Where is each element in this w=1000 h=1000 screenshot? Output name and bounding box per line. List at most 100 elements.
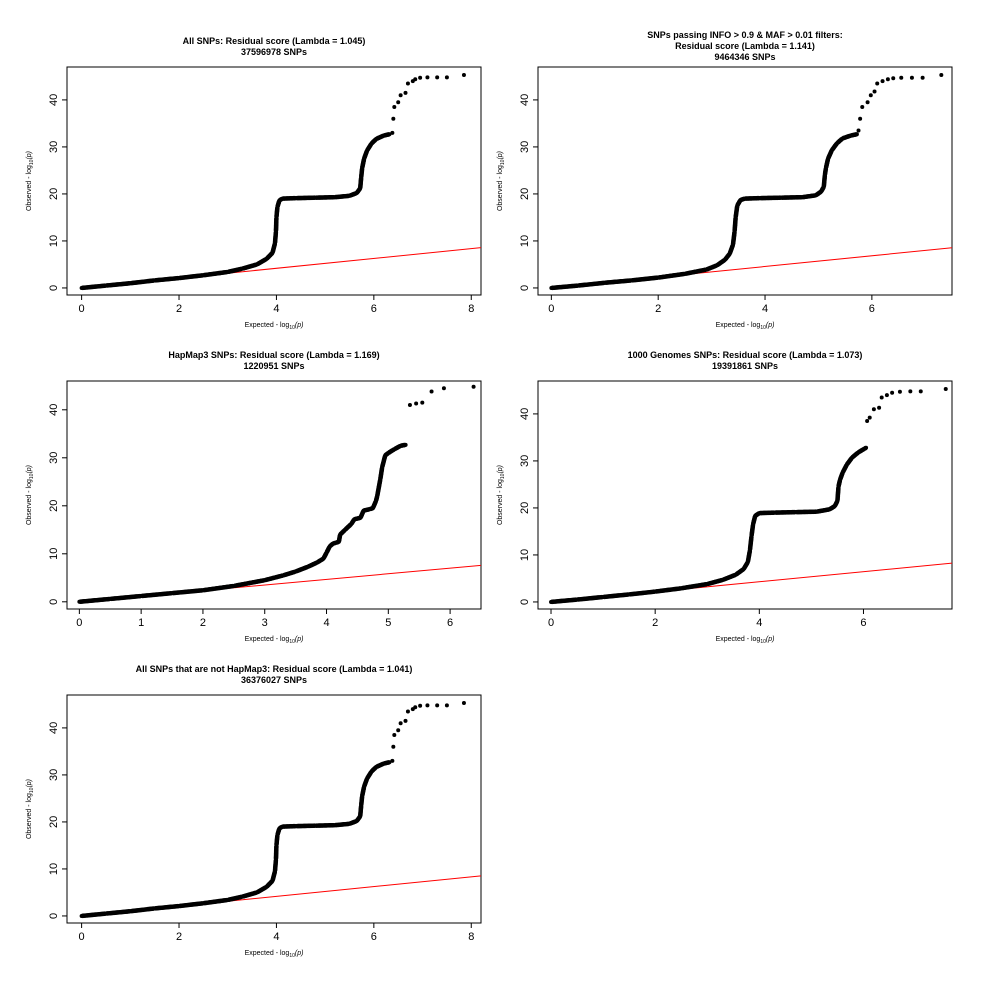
x-tick-label: 4 [273, 931, 279, 943]
plot-area-frame [66, 66, 482, 296]
x-tick-label: 0 [76, 617, 82, 629]
chart-subtitle: Residual score (Lambda = 1.141) [675, 41, 815, 51]
data-point [391, 116, 396, 121]
x-tick-label: 2 [200, 617, 206, 629]
data-point [471, 384, 476, 389]
y-tick-label: 30 [519, 141, 531, 153]
qq-plot-panel-3: HapMap3 SNPs: Residual score (Lambda = 1… [26, 350, 482, 645]
y-tick-label: 20 [48, 816, 60, 828]
chart-title: All SNPs: Residual score (Lambda = 1.045… [183, 36, 366, 46]
data-point [413, 705, 418, 710]
x-tick-label: 4 [756, 617, 762, 629]
x-tick-label: 4 [762, 303, 768, 315]
observed-points [79, 72, 466, 291]
data-point [864, 445, 869, 450]
data-point [390, 758, 395, 763]
data-point [860, 104, 865, 109]
y-axis-label: Observed - log10(p) [26, 465, 35, 525]
data-point [891, 76, 896, 81]
data-point [392, 732, 397, 737]
x-tick-label: 6 [371, 931, 377, 943]
data-point [444, 703, 449, 708]
data-point [435, 703, 440, 708]
data-point [918, 389, 923, 394]
data-point [441, 386, 446, 391]
y-tick-label: 30 [48, 769, 60, 781]
data-point [877, 405, 882, 410]
data-point [908, 389, 913, 394]
data-point [872, 89, 877, 94]
data-point [414, 401, 419, 406]
qq-plot-panel-4: 1000 Genomes SNPs: Residual score (Lambd… [497, 350, 953, 645]
y-tick-label: 40 [519, 94, 531, 106]
chart-subtitle: 9464346 SNPs [714, 52, 775, 62]
data-point [858, 116, 863, 121]
qq-plot-panel-5: All SNPs that are not HapMap3: Residual … [26, 664, 482, 959]
plot-area-frame [66, 380, 482, 610]
chart-subtitle: 19391861 SNPs [712, 361, 778, 371]
y-tick-label: 10 [48, 863, 60, 875]
data-point [403, 718, 408, 723]
plot-area-frame [537, 380, 953, 610]
chart-subtitle: 36376027 SNPs [241, 675, 307, 685]
data-point [856, 128, 861, 133]
observed-points [79, 700, 466, 919]
data-point [461, 72, 466, 77]
data-point [391, 744, 396, 749]
y-axis-label: Observed - log10(p) [26, 151, 35, 211]
data-point [879, 395, 884, 400]
chart-title: All SNPs that are not HapMap3: Residual … [136, 664, 413, 674]
data-point [899, 75, 904, 80]
data-point [396, 728, 401, 733]
chart-title: SNPs passing INFO > 0.9 & MAF > 0.01 fil… [647, 30, 843, 40]
y-tick-label: 40 [48, 404, 60, 416]
x-tick-label: 8 [468, 931, 474, 943]
x-tick-label: 0 [79, 303, 85, 315]
x-tick-label: 2 [176, 303, 182, 315]
data-point [939, 72, 944, 77]
data-point [398, 721, 403, 726]
data-point [865, 418, 870, 423]
data-point [875, 81, 880, 86]
data-point [403, 442, 408, 447]
x-tick-label: 6 [869, 303, 875, 315]
y-tick-label: 0 [48, 913, 60, 919]
x-tick-label: 5 [385, 617, 391, 629]
chart-subtitle: 37596978 SNPs [241, 47, 307, 57]
y-tick-label: 10 [48, 548, 60, 560]
y-tick-label: 20 [48, 188, 60, 200]
x-tick-label: 4 [273, 303, 279, 315]
data-point [943, 386, 948, 391]
data-point [444, 75, 449, 80]
data-point [920, 75, 925, 80]
y-tick-label: 30 [519, 455, 531, 467]
y-tick-label: 0 [519, 599, 531, 605]
x-tick-label: 2 [652, 617, 658, 629]
y-tick-label: 20 [48, 500, 60, 512]
data-point [425, 703, 430, 708]
y-tick-label: 10 [48, 235, 60, 247]
y-tick-label: 30 [48, 452, 60, 464]
data-point [405, 709, 410, 714]
x-tick-label: 6 [447, 617, 453, 629]
data-point [880, 79, 885, 84]
y-tick-label: 40 [48, 94, 60, 106]
y-tick-label: 20 [519, 188, 531, 200]
plot-area-frame [537, 66, 953, 296]
data-point [868, 93, 873, 98]
y-axis-label: Observed - log10(p) [497, 151, 506, 211]
data-point [405, 81, 410, 86]
y-tick-label: 40 [48, 722, 60, 734]
data-point [435, 75, 440, 80]
x-axis-label: Expected - log10(p) [245, 322, 304, 331]
x-tick-label: 1 [138, 617, 144, 629]
x-tick-label: 4 [323, 617, 329, 629]
x-axis-label: Expected - log10(p) [716, 636, 775, 645]
y-tick-label: 10 [519, 549, 531, 561]
x-axis-label: Expected - log10(p) [245, 636, 304, 645]
data-point [390, 130, 395, 135]
data-point [871, 407, 876, 412]
y-tick-label: 0 [48, 285, 60, 291]
data-point [429, 389, 434, 394]
data-point [392, 104, 397, 109]
